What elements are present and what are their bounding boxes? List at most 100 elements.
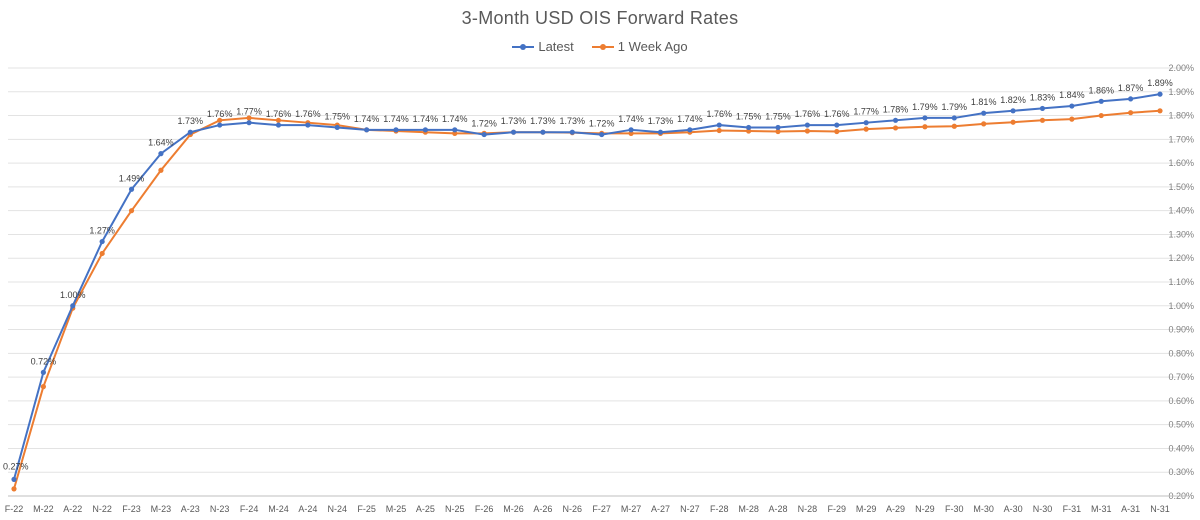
x-tick-label: F-29 [828,504,847,514]
x-tick-label: F-25 [357,504,376,514]
data-point-latest [746,124,752,131]
data-label: 1.73% [648,116,674,126]
data-point-1-week-ago [1128,110,1134,116]
data-point-1-week-ago [246,115,252,121]
data-label: 1.64% [148,138,174,148]
data-point-1-week-ago [951,123,957,129]
data-point-latest [1128,96,1134,102]
data-point-1-week-ago [892,125,899,131]
data-point-1-week-ago [275,117,282,123]
y-tick-label: 1.50% [1168,182,1194,192]
data-point-1-week-ago [804,128,810,134]
data-point-latest [951,115,957,121]
x-tick-label: F-24 [240,504,259,514]
x-tick-label: A-25 [416,504,435,514]
data-point-latest [1157,91,1163,97]
data-point-latest [481,131,487,138]
legend-item-1-week-ago[interactable]: 1 Week Ago [591,39,688,54]
x-tick-label: F-23 [122,504,141,514]
data-label: 1.81% [971,97,997,107]
data-point-latest [11,476,17,482]
data-label: 1.72% [589,119,615,129]
data-point-latest [1069,103,1075,109]
y-tick-label: 1.70% [1168,134,1194,144]
data-point-1-week-ago [1010,119,1016,125]
data-label: 1.76% [795,109,821,119]
data-point-1-week-ago [217,117,223,123]
data-label: 1.77% [853,107,879,117]
y-tick-label: 0.30% [1168,467,1194,477]
y-tick-label: 1.00% [1168,301,1194,311]
x-tick-label: N-23 [210,504,230,514]
y-tick-label: 1.30% [1168,229,1194,239]
data-point-latest [187,129,193,135]
x-tick-label: A-28 [768,504,787,514]
data-point-1-week-ago [40,384,46,390]
legend: Latest 1 Week Ago [0,39,1200,54]
x-tick-label: N-26 [563,504,583,514]
x-tick-label: N-24 [327,504,347,514]
data-point-latest [334,124,340,131]
legend-swatch-latest [512,42,535,52]
data-point-1-week-ago [981,121,987,127]
data-point-latest [422,127,428,133]
x-tick-label: F-22 [5,504,24,514]
data-point-latest [275,122,282,128]
y-tick-label: 1.10% [1168,277,1194,287]
x-tick-label: F-26 [475,504,494,514]
data-point-latest [305,122,311,128]
data-label: 1.89% [1147,78,1173,88]
data-label: 1.86% [1088,85,1114,95]
data-point-1-week-ago [452,130,458,136]
data-point-latest [569,129,575,135]
data-label: 1.75% [765,111,791,121]
legend-item-latest[interactable]: Latest [512,39,574,54]
data-point-latest [1039,105,1046,112]
legend-label-1-week-ago: 1 Week Ago [617,39,688,54]
data-point-1-week-ago [746,128,752,134]
y-tick-label: 1.90% [1168,87,1194,97]
data-point-latest [1010,108,1016,114]
data-point-latest [510,129,517,135]
x-tick-label: N-30 [1033,504,1053,514]
x-tick-label: M-25 [386,504,407,514]
data-point-latest [452,127,458,133]
data-label: 0.72% [31,356,57,366]
x-tick-label: A-29 [886,504,905,514]
data-label: 1.76% [824,109,850,119]
data-point-1-week-ago [863,126,869,132]
data-point-latest [40,369,46,375]
y-tick-label: 1.20% [1168,253,1194,263]
data-point-latest [981,110,987,116]
data-point-latest [158,151,164,157]
data-point-1-week-ago [834,128,840,135]
data-point-1-week-ago [1157,108,1163,114]
data-point-latest [393,127,399,133]
x-tick-label: M-24 [268,504,289,514]
y-tick-label: 1.80% [1168,111,1194,121]
data-point-1-week-ago [1039,117,1046,123]
y-tick-label: 1.60% [1168,158,1194,168]
data-point-1-week-ago [99,250,105,257]
data-point-latest [246,120,252,126]
data-point-latest [687,127,693,133]
data-point-1-week-ago [628,130,634,136]
data-label: 1.00% [60,290,86,300]
data-label: 1.27% [89,226,115,236]
x-tick-label: A-30 [1004,504,1023,514]
data-point-latest [540,129,546,135]
x-tick-label: A-26 [533,504,552,514]
data-label: 1.74% [677,114,703,124]
data-label: 1.73% [178,116,204,126]
data-label: 1.74% [413,114,439,124]
chart-title: 3-Month USD OIS Forward Rates [461,8,739,28]
data-label: 1.73% [560,116,586,126]
data-label: 1.87% [1118,83,1144,93]
y-tick-label: 2.00% [1168,63,1194,73]
x-tick-label: N-27 [680,504,700,514]
x-tick-label: A-27 [651,504,670,514]
y-tick-label: 0.60% [1168,396,1194,406]
y-tick-label: 0.40% [1168,443,1194,453]
series-line-latest [13,93,1161,480]
data-point-latest [716,122,722,128]
